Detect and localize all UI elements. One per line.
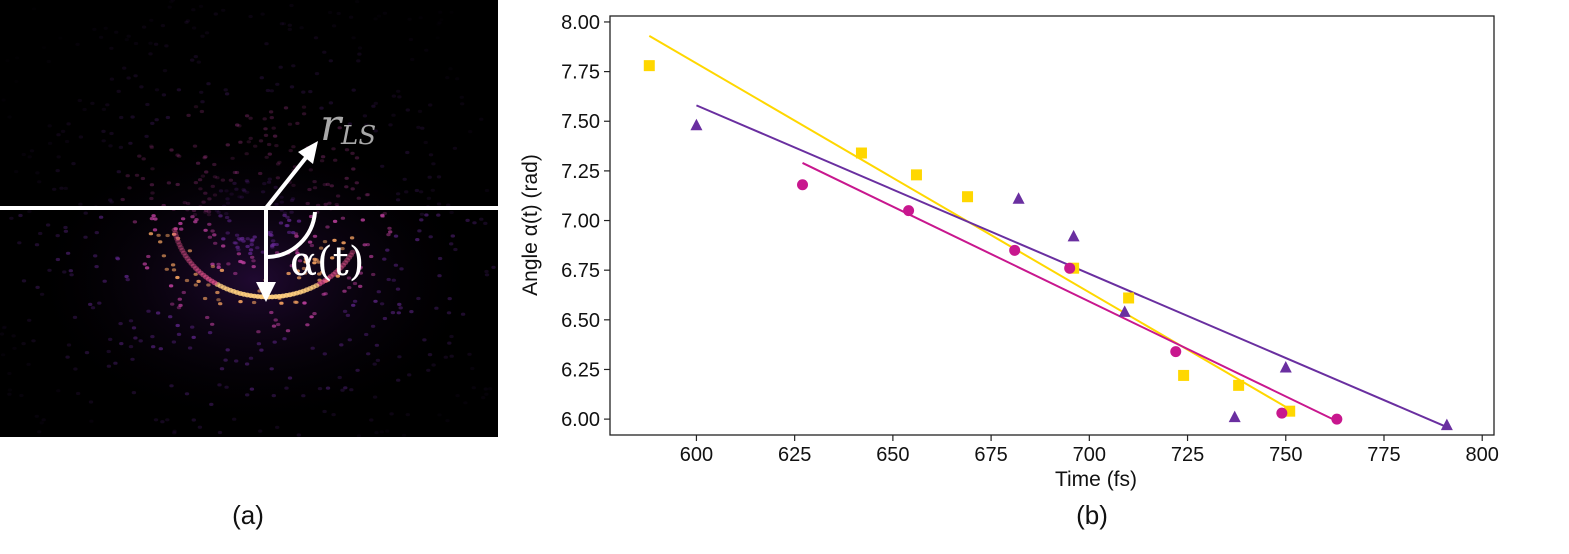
triangle-data-point	[690, 118, 703, 131]
y-tick-label: 7.75	[561, 62, 600, 84]
fit-lines	[648, 34, 1448, 428]
angle-arc	[267, 211, 317, 259]
triangle-data-point	[1228, 410, 1241, 423]
x-axis: 600 625 650 675 700 725 750 775 800	[680, 435, 1499, 466]
triangle-data-point	[1012, 192, 1025, 204]
circle-series-fit-line	[802, 162, 1338, 422]
circle-data-point	[797, 179, 809, 191]
down-arrowhead	[256, 282, 276, 302]
x-axis-title: Time (fs)	[1055, 468, 1137, 491]
x-tick-label: 725	[1171, 444, 1204, 466]
circle-data-point	[1170, 346, 1182, 358]
square-data-point	[962, 191, 974, 203]
r-ls-arrowhead	[298, 141, 318, 164]
circle-data-point	[1276, 407, 1288, 419]
alpha-label: α(t)	[290, 239, 364, 285]
caption-a: (a)	[232, 500, 264, 530]
y-tick-label: 7.25	[561, 161, 600, 183]
x-tick-label: 700	[1073, 444, 1106, 466]
circle-data-point	[1331, 413, 1343, 425]
triangle-data-point	[1279, 360, 1292, 373]
data-points	[643, 60, 1453, 431]
x-tick-label: 600	[680, 444, 713, 466]
plot-frame	[609, 15, 1495, 436]
square-data-point	[910, 169, 922, 181]
y-tick-label: 6.25	[561, 359, 600, 381]
background-haze	[25, 130, 485, 430]
circle-data-point	[1064, 262, 1076, 274]
r-ls-arrow	[264, 148, 314, 210]
y-tick-label: 7.00	[561, 211, 600, 233]
interference-image-svg: rLS α(t)	[0, 0, 498, 437]
square-data-point	[855, 147, 867, 159]
square-data-point	[1233, 379, 1245, 391]
y-tick-label: 6.50	[561, 310, 600, 332]
circle-data-point	[903, 205, 915, 217]
x-tick-label: 775	[1367, 444, 1400, 466]
y-tick-label: 6.00	[561, 409, 600, 431]
y-axis: 6.00 6.25 6.50 6.75 7.00 7.25 7.50 7.75 8.00	[561, 12, 610, 431]
x-tick-label: 750	[1269, 444, 1302, 466]
x-tick-label: 650	[876, 444, 909, 466]
y-axis-title: Angle α(t) (rad)	[519, 154, 542, 296]
x-tick-label: 800	[1466, 444, 1499, 466]
triangle-data-point	[1440, 418, 1453, 431]
circle-data-point	[1009, 244, 1021, 256]
x-tick-label: 625	[778, 444, 811, 466]
interference-image: rLS α(t)	[0, 0, 498, 437]
square-data-point	[1123, 292, 1135, 304]
square-data-point	[1284, 405, 1296, 417]
y-tick-label: 6.75	[561, 260, 600, 282]
caption-b: (b)	[1076, 500, 1108, 530]
square-data-point	[1178, 369, 1190, 381]
square-data-point	[643, 60, 655, 72]
y-tick-label: 8.00	[561, 12, 600, 34]
x-tick-label: 675	[974, 444, 1007, 466]
y-tick-label: 7.50	[561, 111, 600, 133]
triangle-data-point	[1118, 305, 1131, 317]
r-ls-label: rLS	[320, 100, 376, 151]
triangle-data-point	[1067, 229, 1080, 242]
